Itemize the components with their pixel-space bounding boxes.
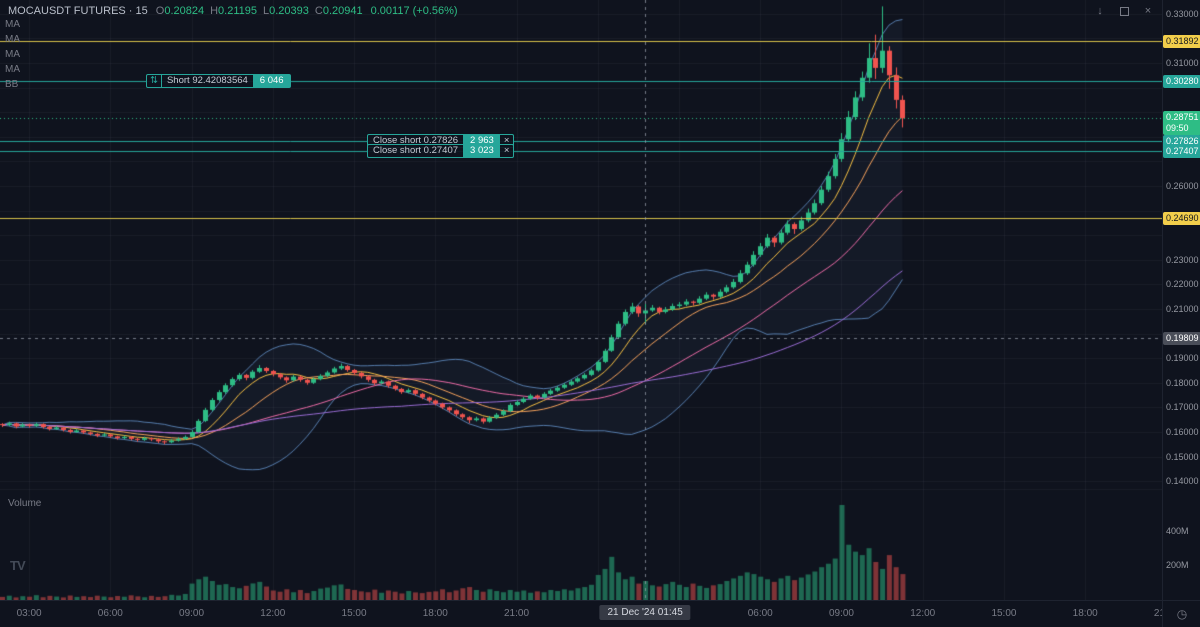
time-tick-label: 06:00: [97, 608, 123, 619]
open-value: 0.20824: [164, 5, 205, 17]
ohlc-readout: O0.20824 H0.21195 L0.20393 C0.20941: [155, 5, 363, 17]
reverse-position-icon[interactable]: ⇅: [147, 74, 162, 87]
time-tick-label: 18:00: [422, 608, 448, 619]
short-position-text: Short 92.42083564: [162, 74, 254, 87]
close-order-text: Close short 0.27826: [368, 135, 465, 148]
price-tick-label: 0.19000: [1166, 353, 1199, 364]
high-value: 0.21195: [218, 5, 257, 17]
collapse-pane-icon[interactable]: ↓: [1097, 5, 1103, 17]
close-order-label-2[interactable]: Close short 0.27407 3 023 ×: [367, 144, 515, 159]
alert-yellow-price-tag: 0.24690: [1163, 212, 1200, 226]
price-tick-label: 0.18000: [1166, 377, 1199, 388]
time-tick-label: 03:00: [16, 608, 42, 619]
price-axis[interactable]: 0.33000 0.31000 0.26000 0.23000 0.22000 0.210…: [1162, 0, 1200, 627]
tradingview-logo[interactable]: TV: [10, 558, 26, 573]
indicator-legend-item-ma[interactable]: MA: [5, 49, 20, 60]
time-tick-label: 09:00: [179, 608, 205, 619]
volume-tick-label: 400M: [1166, 526, 1189, 536]
order-teal-price-tag: 0.27826: [1163, 135, 1200, 149]
price-tick-label: 0.14000: [1166, 476, 1199, 487]
close-order-qty-badge[interactable]: 2 963: [464, 135, 500, 148]
indicator-legend: MA MA MA MA BB: [5, 17, 20, 92]
time-tick-label: 06:00: [747, 608, 773, 619]
price-tick-label: 0.15000: [1166, 451, 1199, 462]
time-tick-label: 21:00: [504, 608, 530, 619]
time-tick-label: 09:00: [828, 608, 854, 619]
indicator-legend-item-bb[interactable]: BB: [5, 79, 19, 90]
order-teal-price-tag: 0.27407: [1163, 145, 1200, 159]
price-tick-label: 0.16000: [1166, 426, 1199, 437]
time-tick-label: 18:00: [1072, 608, 1098, 619]
close-pane-icon[interactable]: ×: [1144, 5, 1152, 17]
change-value: 0.00117 (+0.56%): [370, 5, 458, 17]
crosshair-gray-price-tag: 0.19809: [1163, 332, 1200, 346]
clock-icon: ◷: [1176, 607, 1188, 621]
position-teal-price-tag: 0.30280: [1163, 74, 1200, 88]
symbol-title[interactable]: MOCAUSDT FUTURES · 15: [8, 5, 148, 17]
price-tick-label: 0.21000: [1166, 303, 1199, 314]
close-order-qty-badge[interactable]: 3 023: [464, 145, 500, 158]
close-order-text: Close short 0.27407: [368, 145, 465, 158]
time-axis[interactable]: 03:00 06:00 09:00 12:00 15:00 18:00 21:00 06:00…: [0, 600, 1162, 627]
chart-header: MOCAUSDT FUTURES · 15 O0.20824 H0.21195 …: [8, 5, 458, 17]
indicator-legend-item-ma[interactable]: MA: [5, 64, 20, 75]
crosshair-time-tag: 21 Dec '24 01:45: [599, 605, 691, 620]
time-tick-label: 12:00: [260, 608, 286, 619]
price-tick-label: 0.17000: [1166, 402, 1199, 413]
volume-tick-label: 200M: [1166, 560, 1189, 570]
volume-pane-title[interactable]: Volume: [8, 498, 42, 509]
chart-canvas[interactable]: [0, 0, 1162, 600]
price-tick-label: 0.33000: [1166, 8, 1199, 19]
short-position-qty-badge[interactable]: 6 046: [253, 74, 290, 87]
close-value: 0.20941: [322, 5, 363, 17]
price-tick-label: 0.23000: [1166, 254, 1199, 265]
low-value: 0.20393: [269, 5, 309, 17]
short-position-label[interactable]: ⇅ Short 92.42083564 6 046: [146, 73, 291, 88]
time-tick-label: 15:00: [991, 608, 1017, 619]
alert-yellow-price-tag: 0.31892: [1163, 35, 1200, 49]
price-tick-label: 0.31000: [1166, 57, 1199, 68]
indicator-legend-item-ma[interactable]: MA: [5, 19, 20, 30]
time-tick-label: 21:00: [1153, 608, 1162, 619]
pane-controls: ↓ ×: [1092, 4, 1156, 18]
axis-corner[interactable]: ◷: [1162, 600, 1200, 627]
bar-countdown: 09:50: [1166, 123, 1189, 134]
price-tick-label: 0.26000: [1166, 180, 1199, 191]
last-green-price-tag: 0.28751 09:50: [1163, 111, 1200, 136]
time-tick-label: 12:00: [910, 608, 936, 619]
cancel-order-icon[interactable]: ×: [503, 135, 510, 147]
time-tick-label: 15:00: [341, 608, 367, 619]
cancel-order-icon[interactable]: ×: [503, 145, 510, 157]
maximize-pane-icon[interactable]: [1116, 4, 1132, 18]
indicator-legend-item-ma[interactable]: MA: [5, 34, 20, 45]
price-tick-label: 0.22000: [1166, 279, 1199, 290]
